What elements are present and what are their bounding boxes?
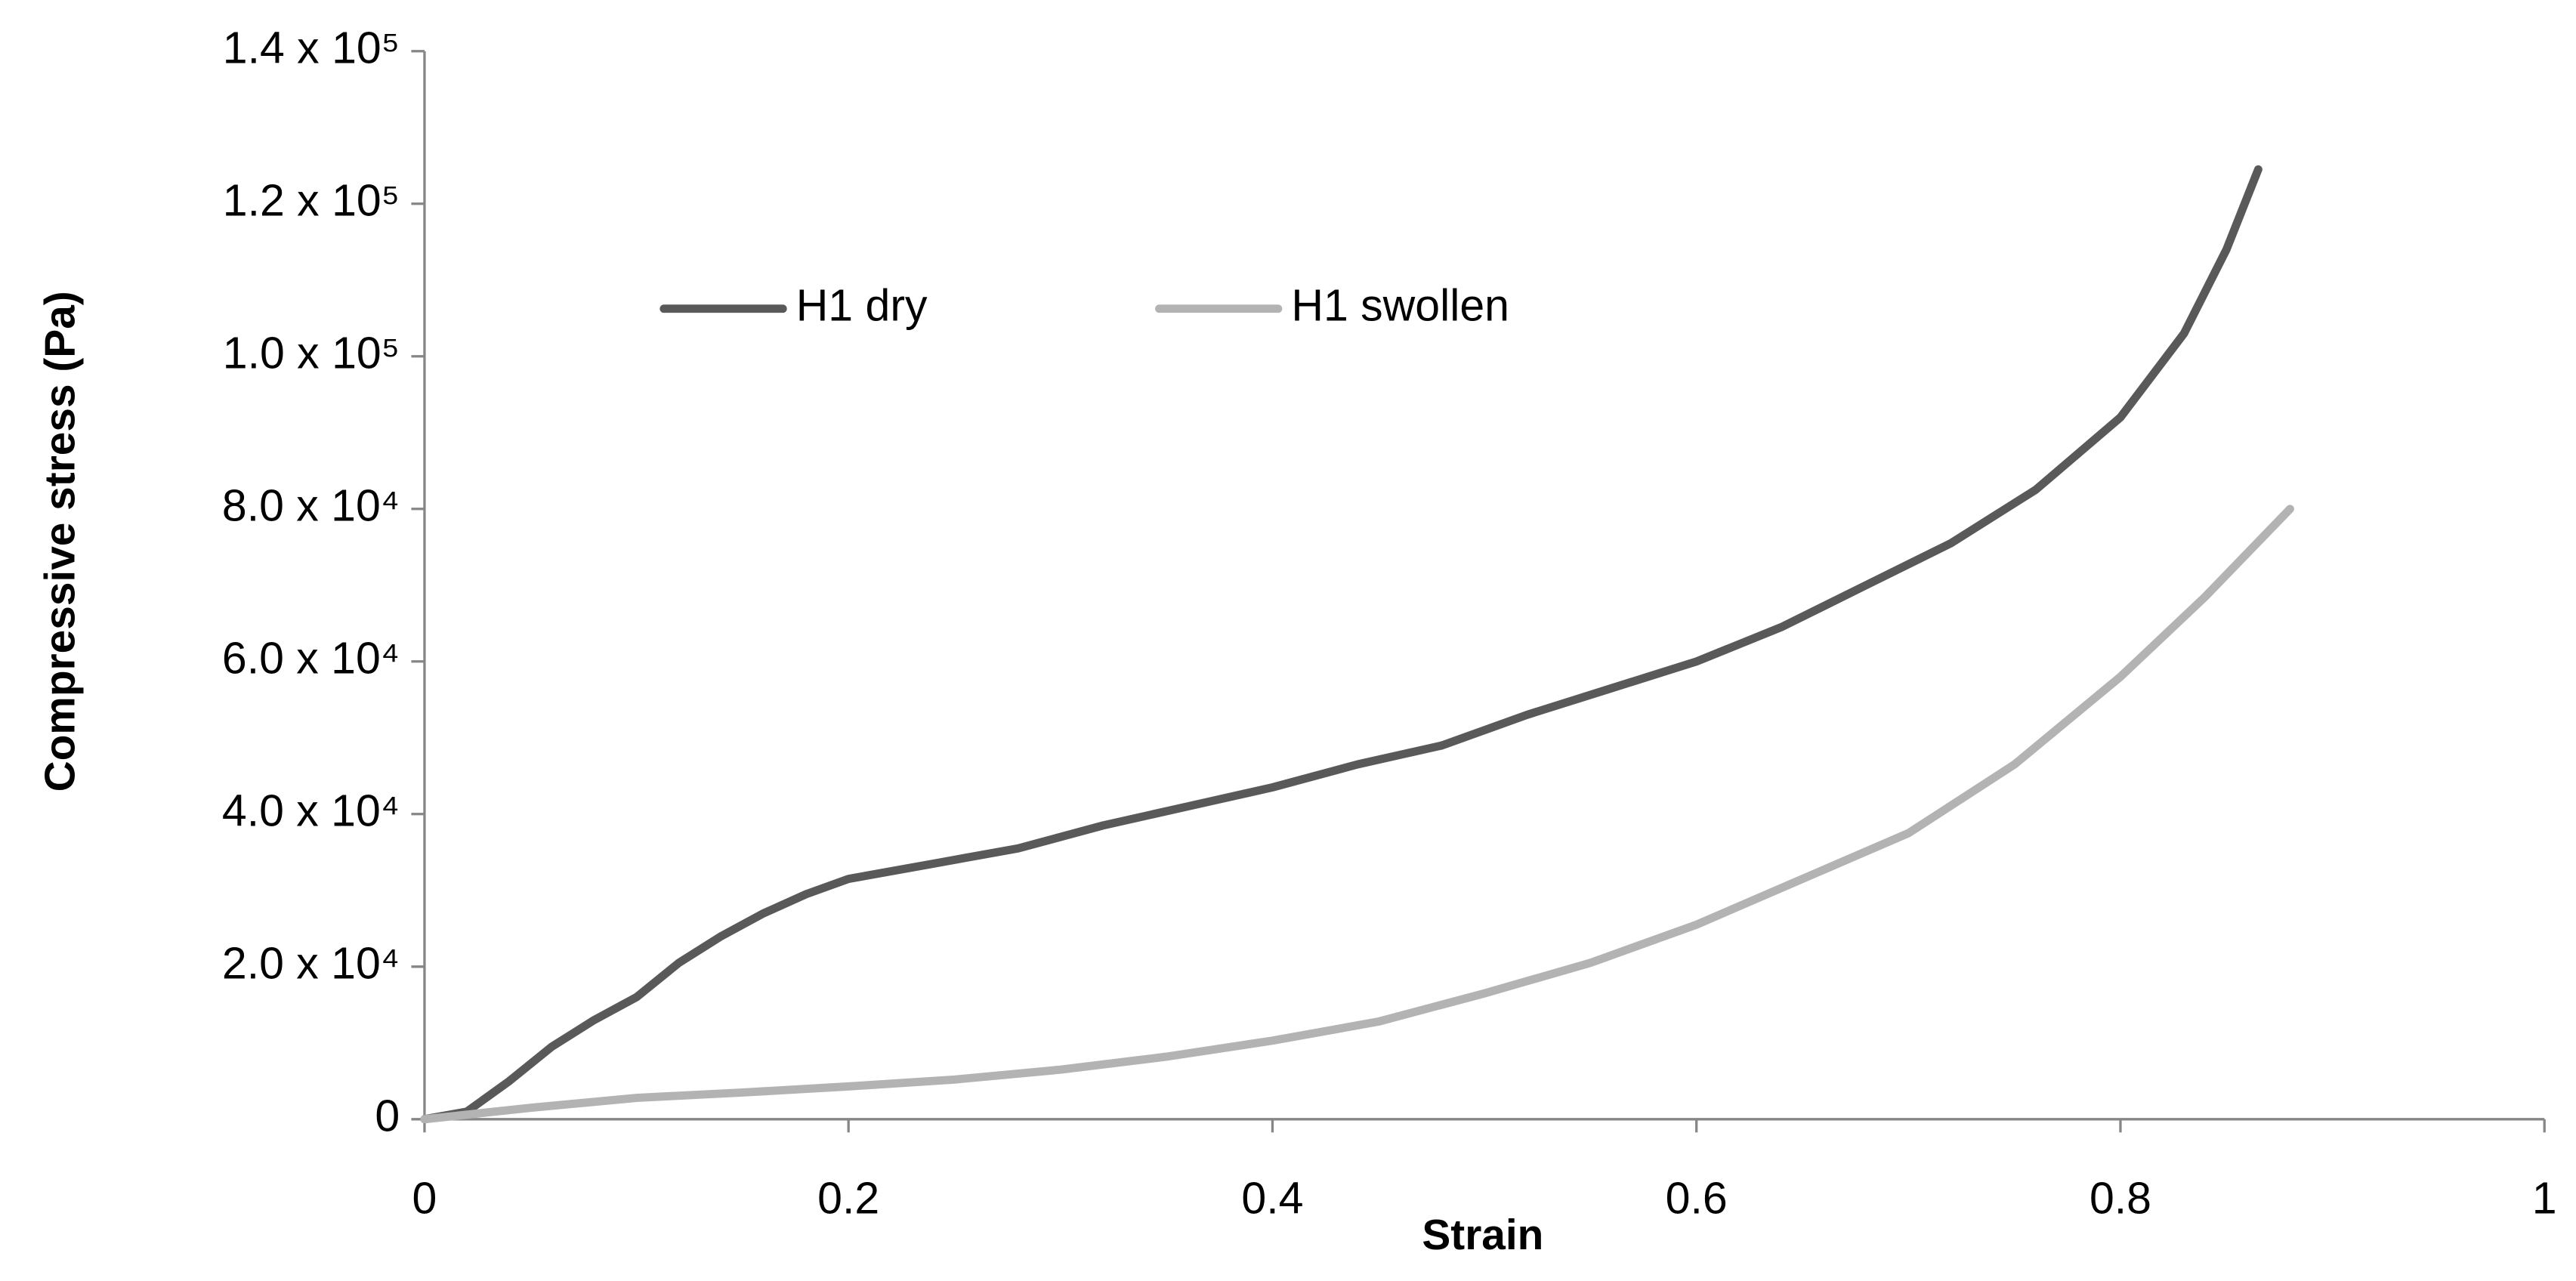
x-axis-title: Strain [1422, 1212, 1543, 1259]
legend-label: H1 swollen [1291, 280, 1509, 330]
y-tick-label: 1.2 x 10⁵ [223, 175, 400, 225]
y-tick-label: 0 [375, 1091, 400, 1141]
x-tick-label: 0 [412, 1174, 437, 1224]
legend-label: H1 dry [796, 280, 928, 330]
y-tick-label: 6.0 x 10⁴ [222, 633, 400, 683]
y-tick-label: 1.0 x 10⁵ [223, 328, 400, 378]
y-tick-label: 8.0 x 10⁴ [222, 480, 400, 530]
data-line [420, 505, 2294, 1124]
data-line [420, 165, 2262, 1124]
x-tick-label: 0.6 [1666, 1174, 1728, 1224]
x-tick-label: 0.8 [2090, 1174, 2151, 1224]
y-tick-label: 1.4 x 10⁵ [223, 23, 400, 73]
x-tick-label: 0.2 [817, 1174, 879, 1224]
y-tick-label: 4.0 x 10⁴ [222, 786, 400, 835]
y-axis-title: Compressive stress (Pa) [36, 291, 84, 792]
x-tick-label: 1 [2532, 1174, 2557, 1224]
x-tick-label: 0.4 [1241, 1174, 1303, 1224]
y-tick-label: 2.0 x 10⁴ [222, 938, 400, 988]
